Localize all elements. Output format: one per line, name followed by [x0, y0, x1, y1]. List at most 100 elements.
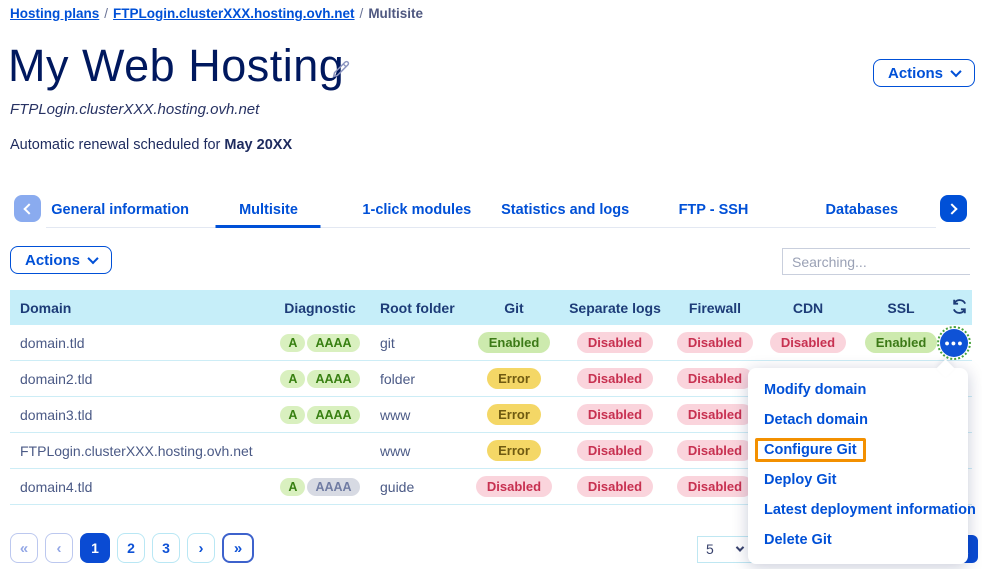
search-box	[782, 248, 982, 275]
firewall-status-badge: Disabled	[676, 368, 754, 389]
chevron-right-icon	[946, 202, 958, 215]
chevron-down-icon	[735, 543, 745, 552]
table-actions-label: Actions	[25, 251, 81, 269]
chevron-down-icon	[87, 252, 99, 265]
logs-status-badge: Disabled	[576, 368, 654, 389]
logs-status-badge: Disabled	[576, 476, 654, 497]
breadcrumb-separator: /	[104, 6, 109, 21]
tab-ftp-ssh[interactable]: FTP - SSH	[678, 202, 749, 218]
table-row: domain4.tld A AAAA guide Disabled Disable…	[10, 469, 972, 505]
row-actions-menu: Modify domain Detach domain Configure Gi…	[748, 368, 976, 564]
configure-git-highlight: Configure Git	[755, 438, 866, 462]
breadcrumb-service[interactable]: FTPLogin.clusterXXX.hosting.ovh.net	[113, 6, 355, 21]
page-title: My Web Hosting	[8, 40, 345, 91]
tabs-scroll-right-button[interactable]	[940, 195, 967, 222]
next-page-icon: ›	[198, 539, 204, 557]
menu-item-deploy-git[interactable]: Deploy Git	[764, 472, 837, 488]
table-row: domain3.tld A AAAA www Error Disabled Dis…	[10, 397, 972, 433]
page-size-value: 5	[706, 541, 714, 557]
column-diagnostic: Diagnostic	[284, 299, 356, 316]
diagnostic-cell: A AAAA	[268, 333, 372, 352]
page-button-2[interactable]: 2	[117, 533, 145, 563]
breadcrumb-current: Multisite	[368, 6, 424, 21]
cdn-status-badge: Disabled	[769, 332, 847, 353]
dns-aaaa-badge: AAAA	[307, 405, 360, 424]
menu-item-delete-git[interactable]: Delete Git	[764, 532, 832, 548]
dns-a-badge: A	[280, 405, 306, 424]
breadcrumb: Hosting plans / FTPLogin.clusterXXX.hostin…	[10, 6, 423, 21]
tab-general-information[interactable]: General information	[51, 202, 190, 218]
tab-bar: General information Multisite 1-click mo…	[0, 193, 982, 228]
firewall-status-badge: Disabled	[676, 476, 754, 497]
ellipsis-icon[interactable]: ●●●	[937, 325, 971, 360]
service-subtitle: FTPLogin.clusterXXX.hosting.ovh.net	[10, 101, 260, 118]
search-input[interactable]	[783, 249, 982, 274]
diagnostic-cell: A AAAA	[268, 477, 372, 496]
git-status-badge: Disabled	[475, 476, 553, 497]
table-row: domain.tld A AAAA git Enabled Disabled Di…	[10, 325, 972, 361]
column-git: Git	[504, 299, 524, 316]
root-folder-cell: folder	[380, 370, 416, 387]
table-actions-button[interactable]: Actions	[10, 246, 113, 274]
prev-page-button[interactable]: ‹	[45, 533, 73, 563]
column-cdn: CDN	[792, 299, 824, 316]
renewal-date: May 20XX	[224, 137, 293, 153]
dns-aaaa-badge: AAAA	[307, 369, 360, 388]
first-page-icon: «	[19, 539, 29, 557]
chevron-down-icon	[950, 65, 962, 78]
renewal-info: Automatic renewal scheduled for May 20XX	[10, 137, 292, 153]
last-page-button[interactable]: »	[222, 533, 254, 563]
dns-aaaa-badge: AAAA	[307, 477, 360, 496]
pencil-icon[interactable]	[330, 58, 352, 80]
git-status-badge: Enabled	[477, 332, 551, 353]
tab-multisite[interactable]: Multisite	[194, 193, 342, 227]
table-row: domain2.tld A AAAA folder Error Disabled …	[10, 361, 972, 397]
ssl-status-badge: Enabled	[864, 332, 938, 353]
renewal-text: Automatic renewal scheduled for	[10, 137, 225, 153]
pagination: « ‹ 1 2 3 › »	[10, 533, 254, 563]
column-separate-logs: Separate logs	[569, 299, 661, 316]
tabs-scroll-left-button[interactable]	[14, 195, 41, 222]
root-folder-cell: www	[380, 406, 411, 423]
breadcrumb-hosting-plans[interactable]: Hosting plans	[10, 6, 100, 21]
menu-item-configure-git[interactable]: Configure Git	[748, 435, 968, 465]
breadcrumb-separator: /	[359, 6, 364, 21]
table-row: FTPLogin.clusterXXX.hosting.ovh.net www …	[10, 433, 972, 469]
diagnostic-cell: A AAAA	[268, 405, 372, 424]
git-status-badge: Error	[487, 440, 541, 461]
git-status-badge: Error	[487, 368, 541, 389]
domain-cell: domain4.tld	[20, 478, 93, 495]
column-domain: Domain	[20, 299, 72, 316]
chevron-left-icon	[23, 202, 35, 215]
domains-table: Domain Diagnostic Root folder Git Separa…	[10, 290, 972, 505]
header-actions-button[interactable]: Actions	[872, 59, 975, 87]
domain-cell: domain2.tld	[20, 370, 93, 387]
prev-page-icon: ‹	[56, 539, 62, 557]
root-folder-cell: www	[380, 442, 411, 459]
tab-statistics-and-logs[interactable]: Statistics and logs	[501, 202, 630, 218]
page-size-select[interactable]: 5	[697, 535, 752, 563]
domain-cell: FTPLogin.clusterXXX.hosting.ovh.net	[20, 442, 253, 459]
next-page-button[interactable]: ›	[187, 533, 215, 563]
root-folder-cell: guide	[380, 478, 415, 495]
tab-1-click-modules[interactable]: 1-click modules	[362, 202, 472, 218]
git-status-badge: Error	[487, 404, 541, 425]
menu-item-latest-deployment-information[interactable]: Latest deployment information	[764, 502, 976, 518]
refresh-icon[interactable]	[951, 298, 968, 318]
diagnostic-cell: A AAAA	[268, 369, 372, 388]
domain-cell: domain.tld	[20, 334, 85, 351]
firewall-status-badge: Disabled	[676, 332, 754, 353]
menu-item-detach-domain[interactable]: Detach domain	[764, 412, 868, 428]
dns-a-badge: A	[280, 477, 306, 496]
first-page-button[interactable]: «	[10, 533, 38, 563]
column-root-folder: Root folder	[380, 299, 455, 316]
logs-status-badge: Disabled	[576, 440, 654, 461]
dns-aaaa-badge: AAAA	[307, 333, 360, 352]
table-header-row: Domain Diagnostic Root folder Git Separa…	[10, 290, 972, 325]
last-page-icon: »	[233, 539, 243, 557]
page-button-3[interactable]: 3	[152, 533, 180, 563]
tab-databases[interactable]: Databases	[825, 202, 899, 218]
menu-item-modify-domain[interactable]: Modify domain	[764, 382, 867, 398]
page-button-1[interactable]: 1	[80, 533, 110, 563]
